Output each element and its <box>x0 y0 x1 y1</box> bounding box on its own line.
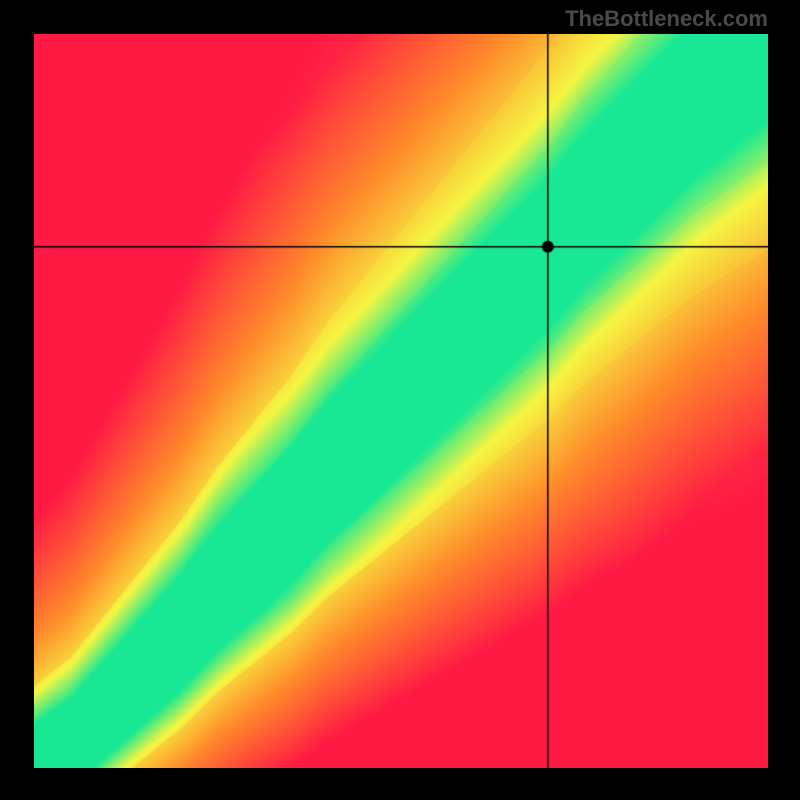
heatmap-canvas <box>34 34 768 768</box>
heatmap-chart <box>34 34 768 768</box>
watermark-text: TheBottleneck.com <box>565 6 768 32</box>
